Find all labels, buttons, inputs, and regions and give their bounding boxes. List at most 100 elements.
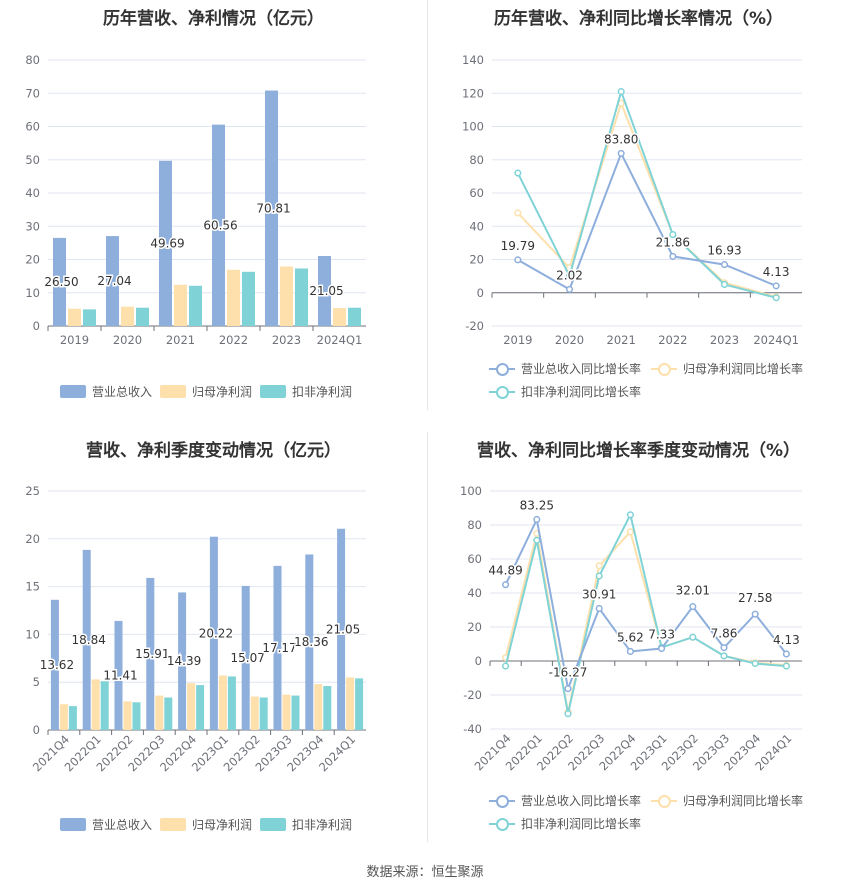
bar: [241, 585, 250, 730]
bar: [68, 308, 81, 326]
data-source-note: 数据来源：恒生聚源: [366, 865, 484, 880]
annual-growth-panel: 历年营收、净利同比增长率情况（%） -20 0 20 40 60 80 100 120 140 2…: [427, 0, 850, 410]
legend-item-revenue[interactable]: 营业总收入: [60, 383, 152, 400]
legend-swatch: [60, 385, 86, 398]
data-label: 15.07: [231, 651, 265, 665]
legend-item-revenue-growth[interactable]: 营业总收入同比增长率: [489, 792, 641, 809]
data-label: 60.56: [203, 218, 237, 232]
bar: [189, 285, 202, 326]
bar: [212, 124, 225, 326]
legend-item-revenue[interactable]: 营业总收入: [60, 816, 152, 833]
data-label: 83.25: [520, 498, 554, 512]
bar: [333, 308, 346, 326]
vertical-divider: [427, 432, 428, 842]
legend-swatch: [651, 794, 677, 808]
y-tick-label: 120: [462, 86, 484, 100]
legend-item-non-recurring[interactable]: 扣非净利润: [260, 383, 352, 400]
bar: [265, 90, 278, 326]
x-tick-label: 2021: [166, 333, 195, 347]
bar: [242, 271, 255, 326]
legend-swatch: [651, 362, 677, 376]
x-tick-label: 2022: [219, 333, 248, 347]
y-tick-label: 60: [25, 120, 40, 134]
legend-item-non-growth[interactable]: 扣非净利润同比增长率: [489, 815, 641, 832]
data-label: 21.86: [656, 235, 690, 249]
legend-swatch: [160, 385, 186, 398]
legend-item-net-growth[interactable]: 归母净利润同比增长率: [651, 360, 803, 377]
data-point: [626, 647, 634, 655]
data-label: 44.89: [488, 564, 522, 578]
data-point: [514, 169, 522, 177]
data-point: [514, 209, 522, 217]
data-label: 27.58: [738, 591, 772, 605]
quarterly-line-chart: -40-200204060801002021Q42022Q12022Q22022…: [460, 484, 802, 773]
data-point: [595, 572, 603, 580]
data-point: [564, 685, 572, 693]
y-tick-label: 100: [462, 120, 484, 134]
data-point: [617, 88, 625, 96]
data-point: [772, 282, 780, 290]
data-point: [772, 294, 780, 302]
annual-revenue-profit-panel: 历年营收、净利情况（亿元） 0 10 20 30 40 50 60 70 80 2019 2020 2…: [0, 0, 427, 410]
quarterly-bar-chart: 05101520252021Q42022Q12022Q22022Q32022Q4…: [25, 484, 366, 774]
y-tick-label: 50: [25, 153, 40, 167]
y-tick-label: 40: [25, 186, 40, 200]
data-label: 32.01: [676, 584, 710, 598]
bar: [337, 528, 346, 730]
data-label: 19.79: [501, 239, 535, 253]
data-point: [720, 261, 729, 269]
data-label: 5.62: [617, 630, 644, 644]
legend-item-non-growth[interactable]: 扣非净利润同比增长率: [489, 383, 641, 400]
legend-item-net-profit[interactable]: 归母净利润: [160, 383, 252, 400]
y-tick-label: 15: [25, 580, 40, 594]
bar: [280, 266, 293, 326]
bar: [295, 268, 308, 326]
y-tick-label: 40: [467, 586, 482, 600]
data-label: 21.05: [326, 622, 360, 636]
bar: [159, 160, 172, 326]
legend-item-non-recurring[interactable]: 扣非净利润: [260, 816, 352, 833]
data-point: [669, 252, 677, 260]
data-label: 26.50: [44, 275, 78, 289]
bar: [355, 678, 364, 730]
data-label: 13.62: [40, 658, 74, 672]
bar: [187, 683, 196, 730]
data-label: 49.69: [150, 236, 184, 250]
data-label: 7.86: [711, 627, 738, 641]
bar: [250, 696, 259, 730]
data-label: 2.02: [556, 268, 583, 282]
vertical-divider: [427, 0, 428, 410]
data-point: [626, 511, 634, 519]
y-tick-label: 100: [460, 484, 482, 498]
data-point: [502, 581, 510, 589]
data-label: 27.04: [97, 274, 131, 288]
y-tick-label: 30: [25, 219, 40, 233]
data-point: [565, 272, 574, 280]
bar: [68, 706, 77, 730]
legend-item-revenue-growth[interactable]: 营业总收入同比增长率: [489, 360, 641, 377]
data-point: [514, 256, 522, 264]
data-label: 16.93: [707, 244, 741, 258]
annual-line-chart: -20 0 20 40 60 80 100 120 140 2019 2020 2021 2022 202…: [462, 53, 802, 347]
data-point: [720, 280, 729, 288]
data-label: 70.81: [256, 201, 290, 215]
y-tick-label: 80: [467, 518, 482, 532]
series-line: [504, 511, 787, 714]
data-point: [502, 662, 510, 670]
bar: [114, 620, 123, 730]
bar: [259, 697, 268, 730]
data-label: 20.22: [199, 626, 233, 640]
data-label: 30.91: [582, 587, 616, 601]
bar: [282, 694, 291, 730]
legend-swatch: [160, 818, 186, 831]
legend-swatch: [260, 818, 286, 831]
legend-item-net-profit[interactable]: 归母净利润: [160, 816, 252, 833]
chart-title: 营收、净利同比增长率季度变动情况（%）: [476, 441, 801, 461]
bar: [305, 554, 314, 730]
y-tick-label: 20: [467, 620, 482, 634]
bar: [348, 307, 361, 326]
legend-item-net-growth[interactable]: 归母净利润同比增长率: [651, 792, 803, 809]
data-point: [689, 603, 697, 611]
y-tick-label: 0: [33, 723, 40, 737]
data-label: 17.17: [262, 641, 296, 655]
